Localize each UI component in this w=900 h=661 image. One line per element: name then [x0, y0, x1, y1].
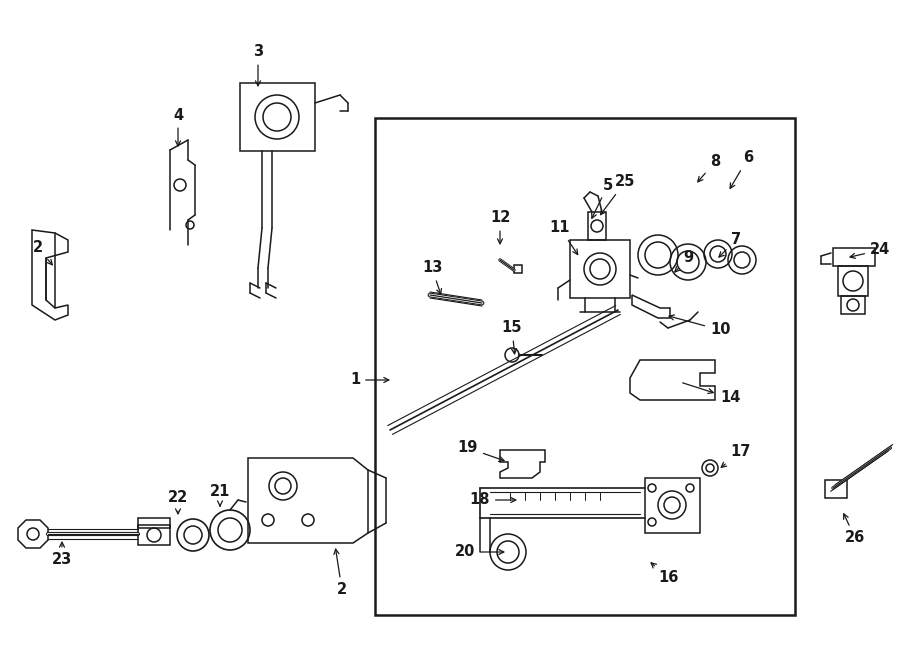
Text: 13: 13: [422, 260, 442, 294]
Text: 19: 19: [457, 440, 504, 461]
Text: 5: 5: [592, 178, 613, 218]
Text: 26: 26: [843, 514, 865, 545]
Text: 15: 15: [502, 321, 522, 354]
Bar: [825, 480, 847, 498]
Text: 16: 16: [651, 563, 679, 586]
Text: 21: 21: [210, 485, 230, 506]
Text: 3: 3: [253, 44, 263, 86]
Bar: [240, 83, 315, 151]
Text: 22: 22: [168, 490, 188, 514]
Bar: [138, 525, 170, 545]
Text: 9: 9: [675, 251, 693, 272]
Bar: [645, 478, 700, 533]
Text: 25: 25: [600, 175, 635, 215]
Bar: [138, 518, 170, 528]
Text: 8: 8: [698, 155, 720, 182]
Bar: [570, 240, 630, 298]
Text: 23: 23: [52, 542, 72, 568]
Text: 24: 24: [850, 243, 890, 258]
Text: 11: 11: [550, 221, 578, 254]
Text: 17: 17: [721, 444, 751, 467]
Text: 12: 12: [490, 210, 510, 244]
Text: 18: 18: [470, 492, 516, 508]
Text: 4: 4: [173, 108, 183, 146]
Bar: [375, 118, 795, 615]
Bar: [841, 296, 865, 314]
Text: 2: 2: [334, 549, 347, 598]
Bar: [838, 266, 868, 296]
Bar: [514, 265, 522, 273]
Text: 14: 14: [682, 383, 741, 405]
Text: 6: 6: [730, 151, 753, 188]
Text: 7: 7: [719, 233, 741, 257]
Bar: [588, 212, 606, 240]
Text: 10: 10: [669, 315, 731, 338]
Text: 1: 1: [350, 373, 389, 387]
Text: 20: 20: [454, 545, 504, 559]
Text: 2: 2: [33, 241, 52, 265]
